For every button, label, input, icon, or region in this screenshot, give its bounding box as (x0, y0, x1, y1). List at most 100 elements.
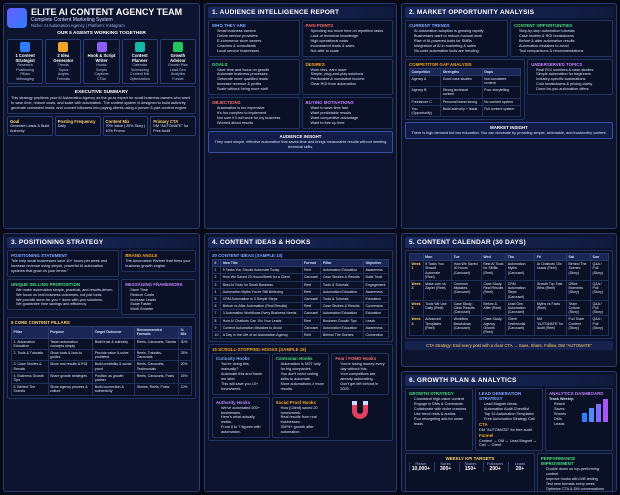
magnet-tip (352, 400, 358, 405)
stat-value: Daily (57, 124, 66, 129)
list-block: PAIN POINTSSpending too much time on rep… (301, 20, 393, 57)
list-item: DMs (554, 417, 578, 422)
sec-title: 4. CONTENT IDEAS & HOOKS (208, 237, 393, 248)
list-item: Automation is too expensive (217, 106, 296, 111)
table-cell: Best AI Tools for Small Business (220, 280, 303, 289)
market-grid: CURRENT TRENDSAI automation adoption is … (405, 20, 613, 57)
kpi-row: Reach 10,000+ Saves 300+ Shares 150+ Followers… (409, 462, 531, 473)
item-list: Real ROI numbers & case studiesSimple au… (531, 68, 609, 93)
blk-heading: 5 CORE CONTENT PILLARS (11, 320, 70, 326)
table-cell: Build trust & authority (92, 337, 136, 351)
para: This strategy positions your AI Automati… (11, 96, 190, 111)
table-cell: Content Automation Mistakes to Avoid (220, 323, 303, 333)
header-cell: Mon (422, 252, 453, 262)
audience-panel: 1. AUDIENCE INTELLIGENCE REPORT WHO THEY … (204, 3, 397, 229)
item-list: Save TimeReduce CostsIncrease LeadsScale… (125, 288, 192, 313)
blk-heading: CTA (479, 421, 488, 427)
table-cell: Workflow Breakdown (Carousel) (451, 315, 482, 337)
table-row: 3. Case Studies & Results Show real resul… (11, 360, 192, 373)
table-cell: Education (363, 309, 389, 318)
hooks-block: 15 SCROLL-STOPPING HOOKS (SAMPLE 15) Curi… (208, 344, 393, 442)
blk-heading: PAIN POINTS (305, 23, 334, 28)
blk-heading: Curiosity Hooks (216, 356, 250, 362)
list-item: Want to save time fast (311, 106, 390, 111)
kpi-value: 20+ (515, 466, 525, 473)
header-cell: Competitor (408, 67, 442, 76)
item-list: Automation is too expensiveIt's too comp… (212, 106, 296, 126)
header-cell: Idea Title (220, 258, 303, 268)
blk-heading: DESIRES (305, 61, 325, 67)
list-item: This will save you 10+ hours/week. (221, 382, 266, 392)
agent-card: Growth Advisor Growth Plan Lead Gen Analyti… (159, 39, 197, 85)
sec-title: 2. MARKET OPPORTUNITY ANALYSIS (405, 7, 613, 18)
blk-heading: GROWTH STRATEGY (409, 391, 454, 396)
header-cell: Strengths (440, 67, 483, 76)
list-block: Fear / FOMO HooksYou're losing money eve… (331, 353, 389, 395)
list-item: Clear ROI from automation (311, 82, 390, 87)
list-item: Spending too much time on repetitive tas… (311, 29, 390, 34)
agent-name: 1 Content Strategist (15, 53, 35, 63)
table-cell: Share growth strategies (47, 371, 94, 385)
header-cell: % Mix (178, 326, 192, 339)
table-cell: Tools & Tutorials (320, 295, 365, 304)
logo (7, 7, 27, 28)
table-row: 6 Before vs After Automation (Real Result… (211, 302, 389, 311)
week-cell: Week 2 (409, 280, 424, 301)
table-cell: Case Study: Real Results (Reel) (480, 280, 507, 301)
table-cell: Connection (363, 331, 389, 340)
para: Track Weekly: (549, 397, 575, 401)
center-h: OUR 5 AGENTS WORKING TOGETHER (57, 31, 146, 36)
agent-task: Formats (56, 76, 70, 81)
header-cell: Format (301, 258, 322, 268)
table-cell: How We Saved 20 Hours/Week for a Client (220, 273, 303, 282)
agent-row: 1 Content Strategist Research Positioning P… (7, 39, 197, 85)
list-item: Run retargeting ads for warm leads (414, 417, 469, 427)
header-cell: Wed (480, 252, 507, 262)
list-item: You're doing this manually? (221, 362, 266, 372)
analytics-list: Track Weekly:ReachSavesSharesDMsLeads (549, 397, 578, 428)
kpi-value: 200+ (489, 466, 501, 473)
list-item: We've automated 200+ businesses. (221, 406, 266, 416)
list-item: Automation Audit Checklist (484, 407, 539, 412)
agent-task: Captions (94, 72, 109, 77)
header-cell: Recommended Formats (134, 326, 180, 339)
table-cell: Awareness (363, 266, 389, 275)
table-cell: Q&A / Poll (Story) (590, 280, 609, 301)
table-row: 1. Automation Education Teach automation … (11, 337, 192, 351)
kpi-label: Leads (514, 462, 526, 467)
header-cell: Pillar (320, 258, 365, 268)
table-cell: 30% (178, 337, 192, 351)
agent-icon (58, 42, 69, 52)
table-row: 5 CRM Automation in 3 Simple Steps Carouse… (211, 295, 389, 304)
stat-card: Content Mix 70% Value | 20% Story | 10% P… (102, 116, 149, 137)
agent-task: Positioning (16, 67, 34, 72)
table-cell: Reel (301, 287, 322, 297)
para: "We help small businesses save 10+ hours… (11, 259, 108, 273)
table-cell: Lead Gen Automation (Carousel) (505, 299, 536, 317)
list-item: Local service businesses (217, 49, 296, 54)
table-cell: Case Studies & Results (320, 273, 365, 282)
table-cell: Provide value & solve problems (92, 349, 136, 362)
table-cell: Reel (301, 331, 322, 340)
list-block: OBJECTIONSAutomation is too expensiveIt'… (208, 97, 300, 129)
week-cell: Week 4 (409, 315, 424, 337)
list-item: Here's what actually works. (221, 415, 266, 425)
table-cell: How We Saved 20 Hours (Carousel) (451, 260, 482, 282)
usp-col: UNIQUE SELLING PROPOSITIONWe make automa… (7, 278, 120, 316)
text-block: MARKET INSIGHT There is high demand but l… (405, 122, 613, 140)
statement-col: POSITIONING STATEMENT "We help small busi… (7, 250, 120, 277)
header-cell: # (211, 258, 222, 268)
table-header: Competitor Strengths Gaps (408, 67, 522, 76)
list-item: Simple, plug-and-play solutions (311, 72, 390, 77)
list-item: Your competitors are already automating. (340, 372, 385, 382)
blk-heading: AUDIENCE INSIGHT (279, 133, 322, 139)
header-cell: Sun (590, 252, 609, 262)
table-cell: No content system (481, 97, 522, 106)
usp-row: UNIQUE SELLING PROPOSITIONWe make automa… (7, 278, 196, 316)
stat-label: Posting Frequency (57, 119, 96, 125)
table-cell: Reels, Carousels, Testimonials (134, 360, 180, 373)
header-cell: Thu (505, 252, 536, 262)
table-cell: Build authority + leads (440, 104, 483, 118)
